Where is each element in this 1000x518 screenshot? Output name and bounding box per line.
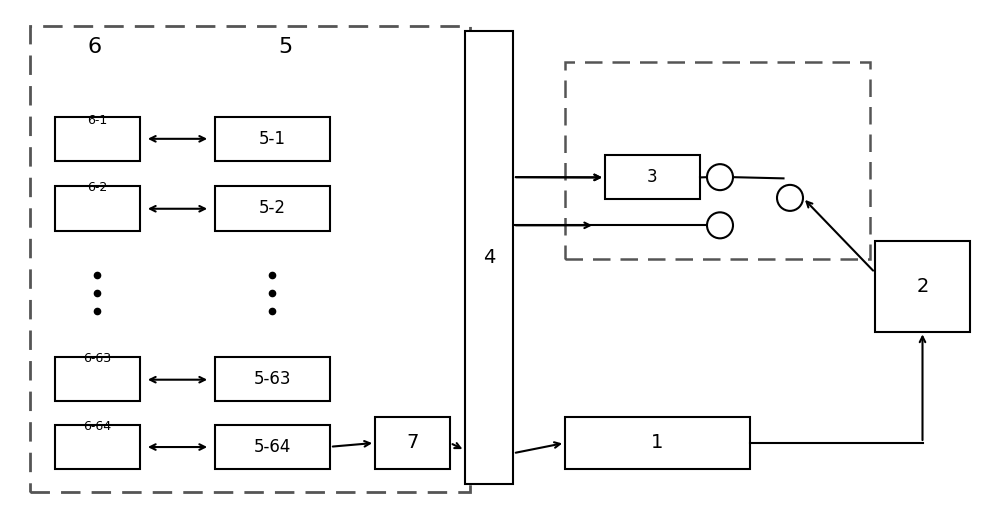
Text: 5-63: 5-63 [254,370,291,388]
Text: 6-63: 6-63 [83,352,112,365]
Text: 5: 5 [278,37,292,56]
Bar [55,425,140,469]
Bar [215,117,330,161]
Bar [55,117,140,161]
Bar [375,417,450,469]
Bar [875,241,970,332]
Text: 4: 4 [483,248,495,267]
Text: 6-64: 6-64 [83,420,112,433]
Bar [215,357,330,401]
Bar [605,155,700,199]
Text: 6-1: 6-1 [87,114,108,127]
Bar [565,62,870,259]
Text: 5-1: 5-1 [259,130,286,148]
Text: 5-64: 5-64 [254,438,291,456]
Text: 7: 7 [406,434,419,452]
Text: 6: 6 [88,37,102,56]
Bar [215,425,330,469]
Text: 2: 2 [916,277,929,296]
Bar [215,186,330,231]
Bar [465,31,513,484]
Text: 1: 1 [651,434,664,452]
Bar [55,186,140,231]
Ellipse shape [777,185,803,211]
Text: 3: 3 [647,168,658,186]
Bar [565,417,750,469]
Bar [55,357,140,401]
Text: 5-2: 5-2 [259,199,286,218]
Text: 6-2: 6-2 [87,181,108,194]
Ellipse shape [707,164,733,190]
Ellipse shape [707,212,733,238]
Bar [30,26,470,492]
